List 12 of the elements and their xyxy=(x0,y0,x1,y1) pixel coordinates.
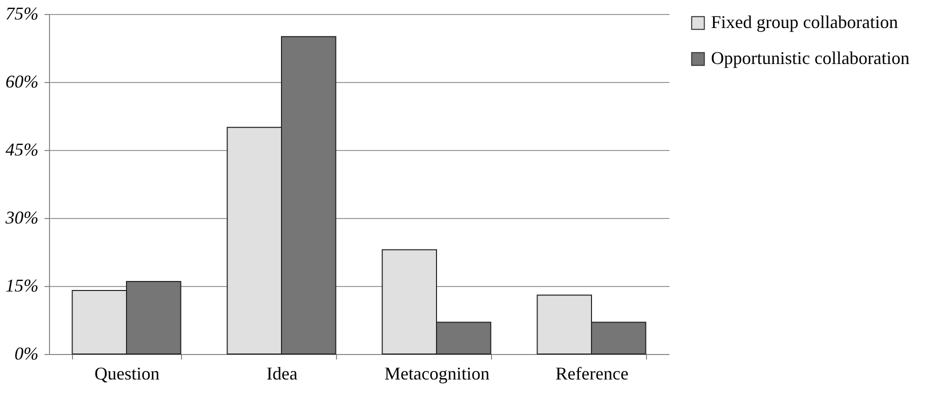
y-tick-label: 75% xyxy=(6,4,38,24)
y-tick-label: 45% xyxy=(6,140,38,160)
y-tick-label: 0% xyxy=(14,344,38,364)
y-tick-label: 30% xyxy=(4,208,38,228)
x-tick-label: Metacognition xyxy=(384,364,490,384)
x-tick-label: Reference xyxy=(556,364,628,384)
x-tick-label: Question xyxy=(94,364,160,384)
legend-label: Opportunistic collaboration xyxy=(711,48,910,68)
legend-label: Fixed group collaboration xyxy=(711,12,898,32)
y-tick-label: 60% xyxy=(6,72,38,92)
y-tick-label: 15% xyxy=(6,276,38,296)
x-tick-label: Idea xyxy=(266,364,298,384)
